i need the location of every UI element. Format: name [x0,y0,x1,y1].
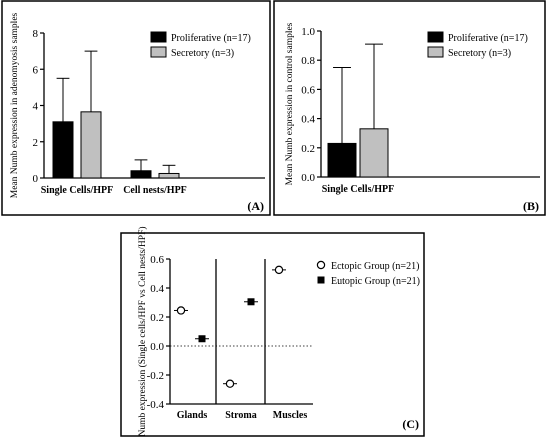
panel-a: 0 2 4 6 8 Mean Numb expression in adenomyosis… [10,12,265,213]
panel-c-label: (C) [402,417,419,431]
panel-b-y-axis-label: Mean Numb expression in control samples [285,22,295,185]
panel-a-category-label: Single Cells/HPF [41,185,114,196]
panel-a-frame [1,0,271,216]
panel-b-bar [327,142,357,178]
panel-a-y-tick-label: 0 [33,173,39,185]
panel-b: 0.0 0.2 0.4 0.6 0.8 1.0 Mean Numb expression i… [285,22,540,213]
panel-c-legend-marker [317,276,325,284]
panel-c-y-tick-label: -0.4 [147,399,165,411]
panel-a-bar [130,170,152,179]
panel-c-eutopic-point [198,335,206,343]
panel-a-y-tick-label: 8 [33,28,39,40]
panel-c-category-label: Glands [177,410,208,421]
panel-a-category-label: Cell nests/HPF [123,185,187,196]
panel-b-frame [273,0,546,216]
panel-a-legend-swatch [150,31,167,43]
panel-c-legend-label: Ectopic Group (n=21) [331,261,419,272]
panel-b-y-tick-label: 0.4 [301,114,315,126]
panel-b-y-tick-label: 0.8 [301,55,315,67]
panel-c-ectopic-point [225,379,235,388]
panel-b-bar [359,128,389,178]
panel-a-legend-label: Secretory (n=3) [171,48,234,59]
panel-a-legend-swatch [150,46,167,58]
panel-a-bar [158,172,180,179]
panel-b-legend-label: Secretory (n=3) [448,48,511,59]
panel-c-category-label: Stroma [225,410,256,421]
panel-b-y-tick-label: 0.6 [301,84,315,96]
panel-a-bar [80,111,102,179]
panel-b-y-tick-label: 0.0 [301,172,315,184]
panel-a-y-tick-label: 2 [33,137,39,149]
panel-c-eutopic-point [247,298,255,306]
panel-c-legend-label: Eutopic Group (n=21) [331,276,420,287]
panel-b-legend-swatch [427,46,444,58]
panel-c-ectopic-point [274,265,284,275]
panel-c-y-tick-label: -0.2 [147,370,164,382]
panel-b-y-tick-label: 0.2 [301,143,315,155]
panel-c-frame [120,232,425,437]
panel-a-legend-label: Proliferative (n=17) [171,33,251,44]
panel-c-category-label: Muscles [273,410,308,421]
panel-c-ectopic-point [176,306,186,315]
panel-b-legend-swatch [427,31,444,43]
panel-c-y-tick-label: 0.6 [150,254,164,266]
panel-c-y-tick-label: 0.0 [150,341,164,353]
panel-a-y-tick-label: 6 [33,64,39,76]
panel-b-category-label: Single Cells/HPF [322,184,395,195]
panel-b-legend-label: Proliferative (n=17) [448,33,528,44]
panel-c-y-tick-label: 0.2 [150,312,164,324]
panel-c-y-axis-label: Numb expression (Single cells/HPF vs Cel… [137,226,148,436]
panel-a-label: (A) [247,199,264,213]
panel-b-y-tick-label: 1.0 [301,26,315,38]
panel-a-y-tick-label: 4 [33,101,39,113]
panel-a-y-axis-label: Mean Numb expression in adenomyosis samp… [10,12,20,198]
panel-a-bar [52,121,74,179]
panel-b-label: (B) [523,199,539,213]
panel-c-legend-marker [316,260,326,270]
panel-c-y-tick-label: 0.4 [150,283,164,295]
